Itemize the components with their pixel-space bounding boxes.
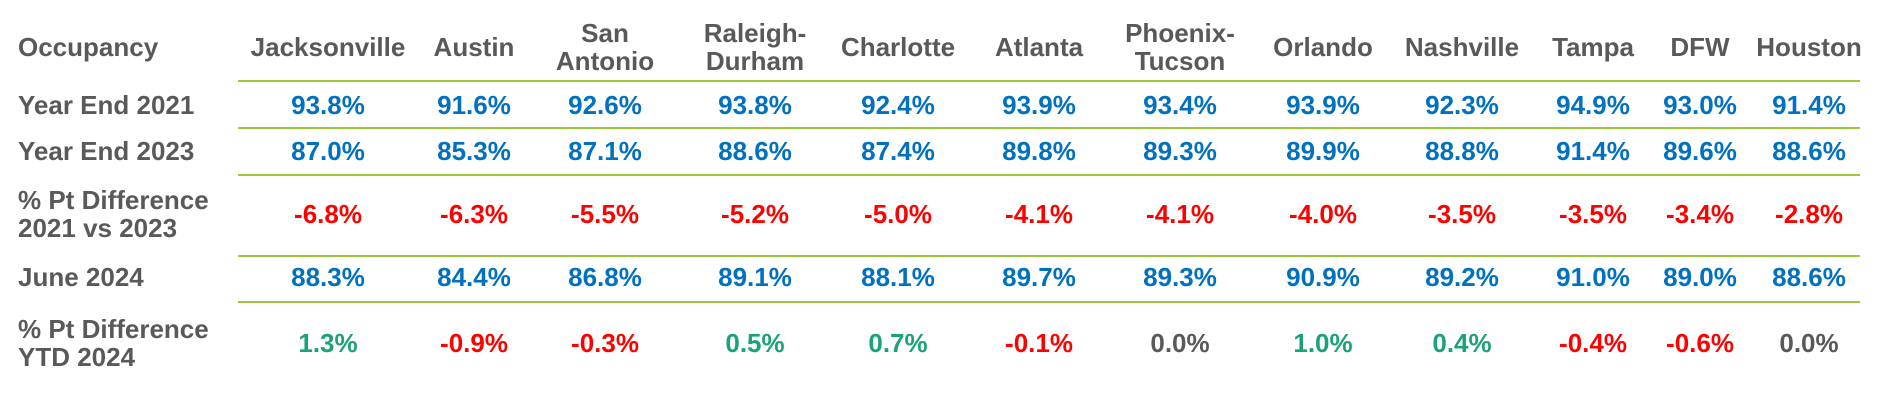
table-cell: 93.9% <box>1002 89 1076 120</box>
table-cell: 93.8% <box>291 89 365 120</box>
table-cell: 92.6% <box>568 89 642 120</box>
table-cell: -5.0% <box>864 198 932 229</box>
table-cell: 93.8% <box>718 89 792 120</box>
column-header: Houston <box>1756 31 1862 62</box>
table-cell: -0.9% <box>440 327 508 358</box>
table-cell: 90.9% <box>1286 261 1360 292</box>
table-cell: 93.9% <box>1286 89 1360 120</box>
table-cell: 91.4% <box>1772 89 1846 120</box>
column-header: Phoenix- Tucson <box>1125 17 1235 76</box>
row-label: % Pt Difference 2021 vs 2023 <box>18 184 209 243</box>
table-cell: -3.5% <box>1428 198 1496 229</box>
table-cell: 93.4% <box>1143 89 1217 120</box>
table-cell: -2.8% <box>1775 198 1843 229</box>
table-cell: 88.8% <box>1425 135 1499 166</box>
column-header: Tampa <box>1552 31 1634 62</box>
table-cell: -5.2% <box>721 198 789 229</box>
table-cell: 1.3% <box>298 327 358 358</box>
table-cell: 92.4% <box>861 89 935 120</box>
table-cell: 85.3% <box>437 135 511 166</box>
table-cell: 0.0% <box>1779 327 1839 358</box>
table-cell: -6.3% <box>440 198 508 229</box>
table-cell: -0.1% <box>1005 327 1073 358</box>
column-header: Atlanta <box>994 31 1084 62</box>
table-cell: 86.8% <box>568 261 642 292</box>
table-cell: 87.0% <box>291 135 365 166</box>
corner-label: Occupancy <box>18 31 159 62</box>
row-separator <box>238 127 1860 129</box>
table-cell: 89.3% <box>1143 135 1217 166</box>
table-cell: 91.6% <box>437 89 511 120</box>
table-cell: 89.3% <box>1143 261 1217 292</box>
table-cell: 0.7% <box>868 327 928 358</box>
table-cell: 88.6% <box>1772 261 1846 292</box>
table-cell: 87.1% <box>568 135 642 166</box>
row-separator <box>238 174 1860 176</box>
table-cell: -5.5% <box>571 198 639 229</box>
row-label: % Pt Difference YTD 2024 <box>18 313 209 372</box>
column-header: Charlotte <box>840 31 956 62</box>
table-cell: 92.3% <box>1425 89 1499 120</box>
column-header: Austin <box>433 31 515 62</box>
table-cell: -3.4% <box>1666 198 1734 229</box>
table-cell: 1.0% <box>1293 327 1353 358</box>
column-header: Nashville <box>1404 31 1520 62</box>
table-cell: -3.5% <box>1559 198 1627 229</box>
table-cell: 84.4% <box>437 261 511 292</box>
table-cell: 89.9% <box>1286 135 1360 166</box>
table-cell: 88.1% <box>861 261 935 292</box>
row-separator <box>238 80 1860 82</box>
column-header: Orlando <box>1273 31 1373 62</box>
table-cell: -0.3% <box>571 327 639 358</box>
table-cell: 91.4% <box>1556 135 1630 166</box>
column-header: San Antonio <box>555 17 655 76</box>
row-label: Year End 2023 <box>18 135 195 166</box>
row-label: June 2024 <box>18 261 144 292</box>
column-header: Raleigh- Durham <box>703 17 807 76</box>
row-separator <box>238 301 1860 303</box>
table-cell: 93.0% <box>1663 89 1737 120</box>
table-cell: -0.4% <box>1559 327 1627 358</box>
table-cell: -4.0% <box>1289 198 1357 229</box>
table-cell: -0.6% <box>1666 327 1734 358</box>
table-cell: 88.6% <box>718 135 792 166</box>
table-cell: 89.8% <box>1002 135 1076 166</box>
table-cell: -4.1% <box>1146 198 1214 229</box>
row-label: Year End 2021 <box>18 89 195 120</box>
column-header: DFW <box>1670 31 1730 62</box>
table-cell: 0.4% <box>1432 327 1492 358</box>
column-header: Jacksonville <box>250 31 406 62</box>
table-cell: 89.1% <box>718 261 792 292</box>
table-cell: 94.9% <box>1556 89 1630 120</box>
table-cell: 89.6% <box>1663 135 1737 166</box>
table-cell: 91.0% <box>1556 261 1630 292</box>
table-cell: 89.7% <box>1002 261 1076 292</box>
row-separator <box>238 255 1860 257</box>
table-cell: -6.8% <box>294 198 362 229</box>
table-cell: -4.1% <box>1005 198 1073 229</box>
table-cell: 0.5% <box>725 327 785 358</box>
table-cell: 88.6% <box>1772 135 1846 166</box>
table-cell: 89.0% <box>1663 261 1737 292</box>
table-cell: 87.4% <box>861 135 935 166</box>
table-cell: 0.0% <box>1150 327 1210 358</box>
table-cell: 88.3% <box>291 261 365 292</box>
table-cell: 89.2% <box>1425 261 1499 292</box>
